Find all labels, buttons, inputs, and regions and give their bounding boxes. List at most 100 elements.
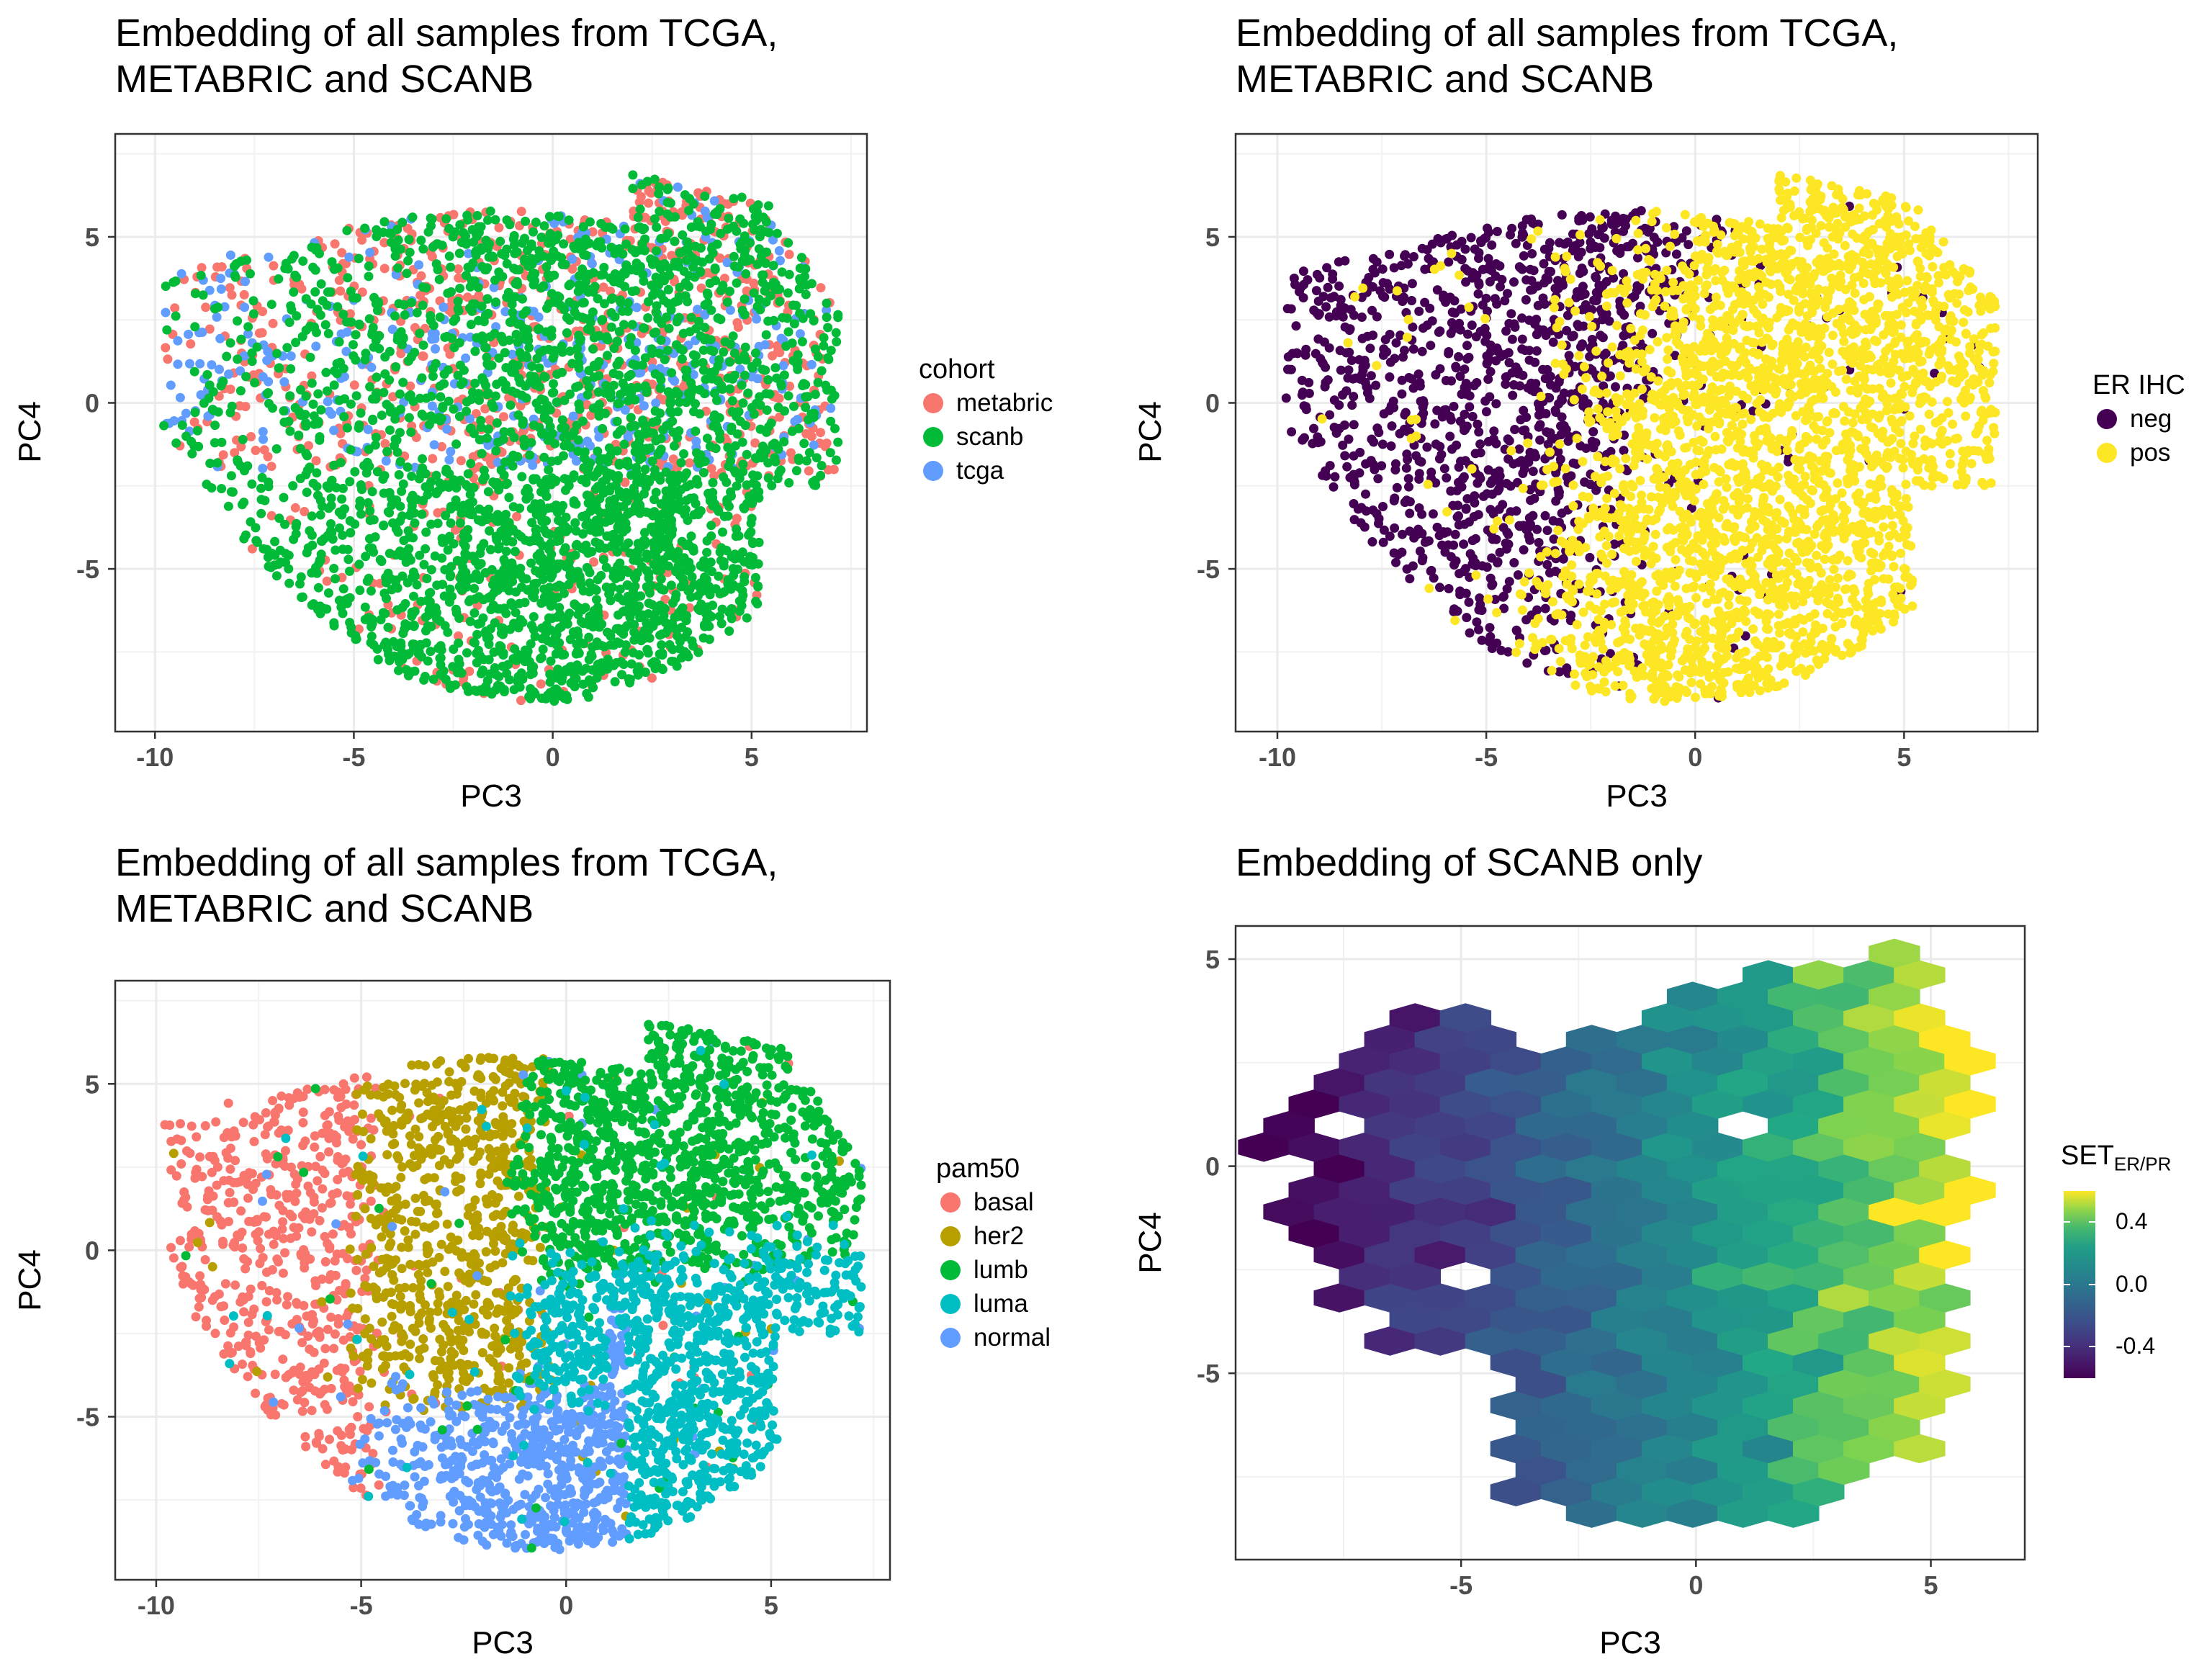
point-neg — [1432, 285, 1442, 295]
point-scanb — [394, 469, 404, 480]
point-tcga — [722, 258, 732, 268]
point-scanb — [670, 593, 680, 603]
point-scanb — [649, 174, 660, 184]
point-neg — [1357, 313, 1367, 322]
point-scanb — [741, 269, 751, 279]
point-scanb — [532, 506, 541, 516]
point-scanb — [523, 485, 533, 495]
point-tcga — [339, 372, 349, 382]
point-scanb — [535, 348, 545, 358]
point-scanb — [738, 459, 748, 469]
point-scanb — [656, 336, 666, 345]
point-metabric — [212, 262, 222, 272]
point-scanb — [520, 333, 530, 343]
point-scanb — [430, 414, 440, 424]
point-neg — [1402, 564, 1412, 574]
point-scanb — [743, 388, 753, 398]
point-neg — [1529, 266, 1539, 276]
point-scanb — [398, 479, 408, 489]
point-neg — [1473, 289, 1483, 299]
point-scanb — [326, 519, 336, 529]
point-metabric — [300, 507, 310, 516]
point-scanb — [323, 328, 333, 338]
point-scanb — [210, 421, 220, 431]
point-neg — [1370, 464, 1380, 475]
point-scanb — [640, 353, 650, 363]
point-tcga — [173, 359, 183, 369]
point-scanb — [711, 276, 721, 286]
point-neg — [1407, 296, 1416, 305]
point-scanb — [684, 250, 694, 260]
point-metabric — [536, 679, 546, 689]
point-scanb — [667, 529, 677, 539]
point-tcga — [700, 206, 710, 216]
point-scanb — [628, 359, 638, 369]
point-scanb — [688, 383, 697, 393]
point-scanb — [247, 479, 257, 489]
point-scanb — [633, 212, 643, 222]
point-neg — [1587, 436, 1597, 446]
point-scanb — [400, 310, 410, 320]
point-scanb — [412, 307, 422, 318]
point-scanb — [715, 434, 725, 444]
point-scanb — [596, 619, 606, 629]
point-scanb — [171, 311, 181, 321]
point-scanb — [610, 248, 620, 258]
point-scanb — [280, 264, 290, 274]
point-scanb — [769, 315, 779, 325]
point-scanb — [606, 531, 615, 541]
point-tcga — [181, 408, 191, 418]
point-scanb — [539, 221, 549, 231]
point-neg — [1450, 529, 1460, 539]
point-scanb — [387, 585, 397, 595]
point-scanb — [713, 376, 723, 386]
point-scanb — [673, 407, 683, 417]
point-scanb — [395, 428, 405, 438]
point-neg — [1472, 617, 1482, 627]
point-scanb — [501, 547, 511, 557]
point-scanb — [646, 580, 656, 590]
point-scanb — [732, 524, 742, 534]
point-tcga — [430, 334, 440, 343]
point-scanb — [513, 672, 523, 682]
point-scanb — [585, 506, 595, 516]
point-scanb — [325, 526, 336, 536]
point-metabric — [304, 441, 313, 451]
legend-label: metabric — [956, 388, 1053, 417]
point-scanb — [334, 337, 344, 347]
point-scanb — [287, 305, 297, 315]
point-scanb — [364, 261, 374, 271]
point-scanb — [339, 412, 349, 422]
point-scanb — [410, 571, 420, 581]
point-scanb — [517, 238, 527, 248]
point-scanb — [775, 297, 785, 307]
point-scanb — [693, 479, 703, 489]
legend-item-metabric: metabric — [919, 386, 1053, 420]
point-neg — [1414, 503, 1424, 513]
point-scanb — [423, 610, 433, 620]
point-scanb — [159, 421, 169, 431]
point-metabric — [456, 456, 466, 466]
point-metabric — [773, 341, 783, 351]
point-scanb — [526, 253, 536, 264]
point-scanb — [338, 530, 348, 540]
point-scanb — [563, 524, 573, 534]
point-scanb — [237, 500, 247, 510]
point-metabric — [750, 438, 760, 448]
point-scanb — [547, 289, 557, 299]
point-metabric — [454, 273, 464, 283]
point-scanb — [634, 435, 644, 445]
point-scanb — [536, 552, 546, 561]
point-scanb — [727, 407, 737, 417]
point-scanb — [527, 361, 537, 372]
point-scanb — [623, 396, 633, 406]
point-metabric — [433, 508, 443, 518]
point-metabric — [336, 286, 346, 296]
point-scanb — [753, 581, 763, 591]
point-scanb — [642, 549, 652, 559]
point-scanb — [315, 608, 325, 619]
point-scanb — [268, 403, 277, 413]
y-tick-label: 0 — [85, 389, 99, 418]
point-scanb — [696, 266, 706, 276]
